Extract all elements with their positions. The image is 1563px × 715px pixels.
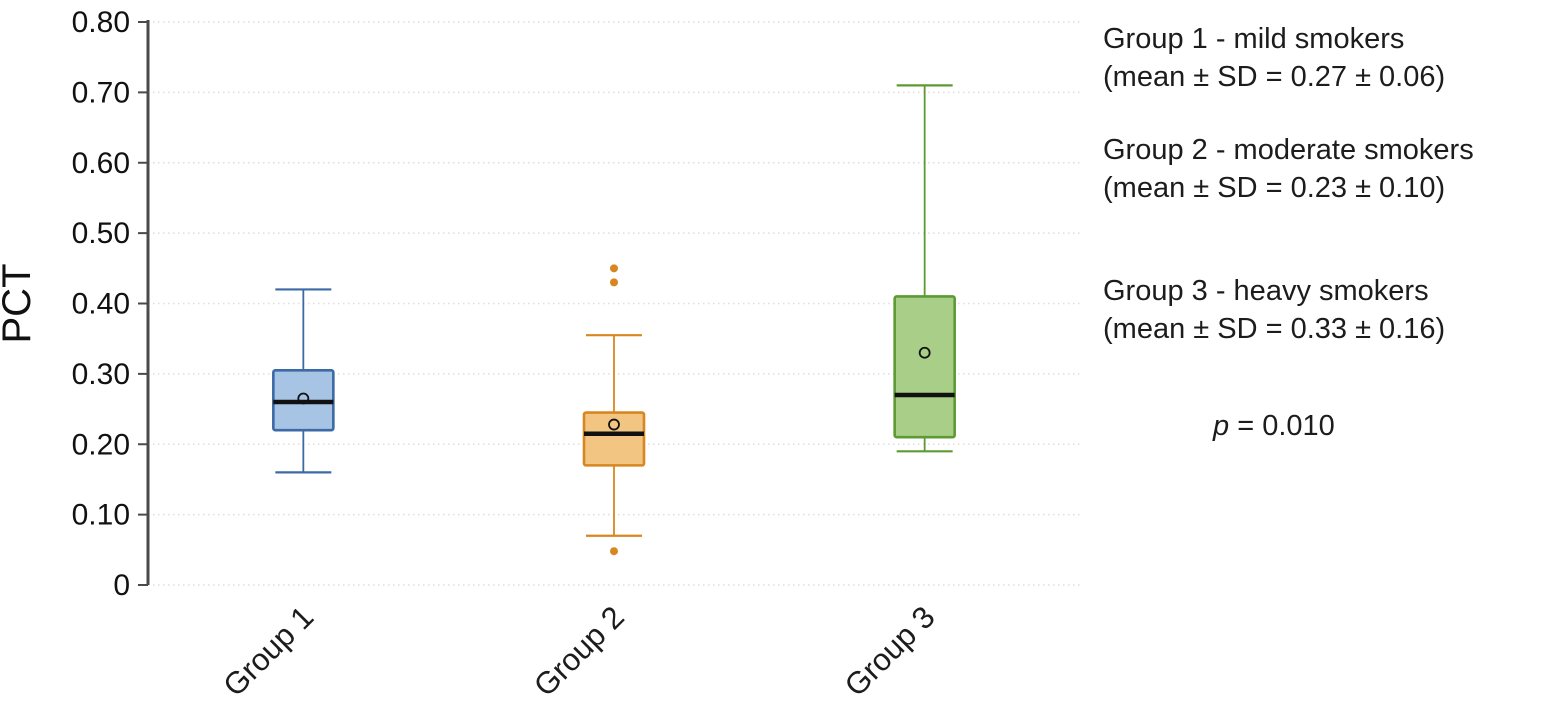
legend-entry-group2: Group 2 - moderate smokers (mean ± SD = … xyxy=(1103,131,1558,207)
legend-group1-title: Group 1 - mild smokers xyxy=(1103,23,1405,55)
svg-text:0.70: 0.70 xyxy=(72,76,130,109)
legend-group3-title: Group 3 - heavy smokers xyxy=(1103,275,1429,307)
svg-text:0.40: 0.40 xyxy=(72,288,130,321)
svg-text:0.80: 0.80 xyxy=(72,6,130,39)
svg-text:Group 2: Group 2 xyxy=(527,599,631,703)
p-value-number: = 0.010 xyxy=(1229,410,1335,442)
svg-text:0.60: 0.60 xyxy=(72,147,130,180)
legend-entry-group1: Group 1 - mild smokers (mean ± SD = 0.27… xyxy=(1103,20,1558,96)
svg-text:0.20: 0.20 xyxy=(72,428,130,461)
svg-text:PCT: PCT xyxy=(0,264,39,344)
svg-text:0: 0 xyxy=(113,569,130,602)
legend-group2-title: Group 2 - moderate smokers xyxy=(1103,134,1474,166)
p-value-symbol: p xyxy=(1213,410,1230,442)
legend-group1-stats: (mean ± SD = 0.27 ± 0.06) xyxy=(1103,61,1446,93)
svg-text:Group 1: Group 1 xyxy=(216,599,320,703)
boxplot-svg: 0 0.10 0.20 0.30 0.40 0.50 0.60 0.70 0.80 PCT Grou… xyxy=(0,6,1080,703)
legend-group2-stats: (mean ± SD = 0.23 ± 0.10) xyxy=(1103,172,1446,204)
legend-entry-group3: Group 3 - heavy smokers (mean ± SD = 0.3… xyxy=(1103,272,1558,348)
svg-text:Group 3: Group 3 xyxy=(838,599,942,703)
boxplot-chart: 0 0.10 0.20 0.30 0.40 0.50 0.60 0.70 0.80 PCT Grou… xyxy=(0,6,1080,703)
p-value: p = 0.010 xyxy=(1213,410,1558,443)
svg-text:0.50: 0.50 xyxy=(72,217,130,250)
svg-text:0.30: 0.30 xyxy=(72,358,130,391)
svg-text:0.10: 0.10 xyxy=(72,499,130,532)
legend: Group 1 - mild smokers (mean ± SD = 0.27… xyxy=(1103,20,1558,443)
legend-group3-stats: (mean ± SD = 0.33 ± 0.16) xyxy=(1103,313,1446,345)
